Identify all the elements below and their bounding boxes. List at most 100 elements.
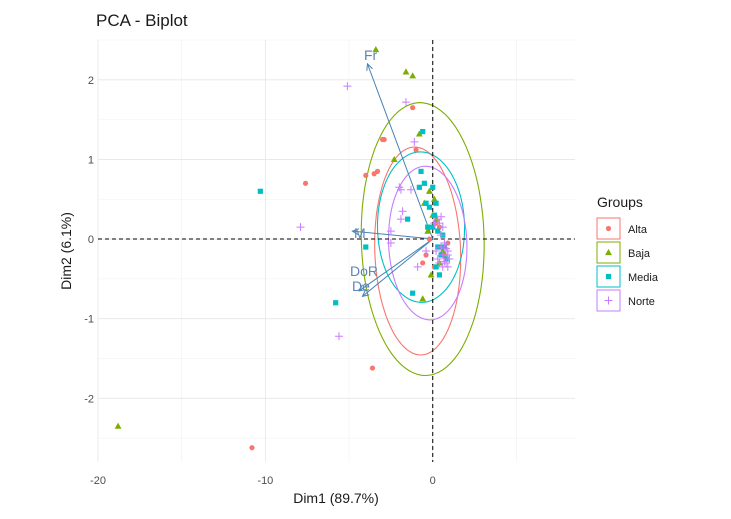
point-norte <box>442 258 451 267</box>
arrowhead-m <box>351 228 360 236</box>
point-baja <box>409 72 417 79</box>
arrowhead-fr <box>366 62 373 71</box>
grid <box>97 39 575 462</box>
point-norte <box>410 137 419 146</box>
point-baja <box>424 227 432 234</box>
legend-symbol-baja <box>605 248 612 256</box>
point-norte <box>398 207 407 216</box>
point-media <box>420 128 426 135</box>
point-alta <box>371 171 377 177</box>
point-norte <box>406 185 415 194</box>
point-norte <box>440 257 449 266</box>
point-media <box>405 216 411 222</box>
arrow-label-m: M <box>354 225 366 241</box>
point-alta <box>381 136 387 143</box>
point-norte <box>438 262 447 271</box>
point-norte <box>335 332 344 341</box>
data-points <box>114 45 454 451</box>
point-norte <box>396 185 405 194</box>
legend-symbol-norte <box>604 296 613 305</box>
arrow-label-dor: DoR <box>350 263 378 279</box>
point-baja <box>425 187 433 194</box>
legend-symbol-media <box>605 273 612 280</box>
y-tick-label: -1 <box>84 314 94 326</box>
point-norte <box>438 223 447 232</box>
point-norte <box>437 231 446 240</box>
chart-title: PCA - Biplot <box>96 11 188 30</box>
y-tick-label: -2 <box>84 393 94 405</box>
legend-symbol-alta <box>605 225 612 232</box>
point-media <box>436 272 443 278</box>
point-norte <box>396 215 405 224</box>
x-axis-title: Dim1 (89.7%) <box>293 490 379 506</box>
point-alta <box>249 445 255 451</box>
point-alta <box>369 365 376 371</box>
point-baja <box>415 130 423 137</box>
legend-label-baja: Baja <box>628 248 651 260</box>
confidence-ellipses <box>360 102 485 377</box>
x-tick-label: 0 <box>430 475 436 487</box>
point-media <box>430 224 436 230</box>
point-norte <box>437 212 446 221</box>
point-baja <box>439 247 447 254</box>
point-baja <box>390 155 398 163</box>
point-media <box>430 184 436 190</box>
point-baja <box>402 68 410 75</box>
point-norte <box>296 223 305 232</box>
point-media <box>433 200 439 206</box>
point-alta <box>363 172 369 178</box>
point-media <box>363 244 369 250</box>
ellipse-norte <box>387 165 468 321</box>
arrowhead-dor <box>358 284 367 292</box>
point-baja <box>431 195 438 202</box>
point-alta <box>302 180 309 186</box>
point-media <box>421 180 427 186</box>
point-alta <box>413 147 419 153</box>
x-tick-label: -10 <box>257 475 273 487</box>
point-baja <box>114 422 122 429</box>
point-norte <box>437 243 446 252</box>
point-media <box>433 264 439 270</box>
arrow-dor <box>358 238 434 292</box>
ellipse-baja <box>360 102 485 377</box>
legend-label-alta: Alta <box>628 224 648 236</box>
ellipse-media <box>376 151 466 303</box>
x-tick-label: -20 <box>90 475 106 487</box>
point-baja <box>372 45 380 53</box>
point-media <box>431 212 438 218</box>
point-baja <box>419 295 427 302</box>
point-media <box>410 290 416 296</box>
point-media <box>418 168 424 174</box>
point-norte <box>430 219 439 228</box>
y-axis-title: Dim2 (6.1%) <box>58 212 74 290</box>
point-media <box>333 300 339 306</box>
y-tick-label: 1 <box>88 154 94 166</box>
point-norte <box>401 98 410 107</box>
point-alta <box>420 260 426 266</box>
point-norte <box>343 82 352 91</box>
point-norte <box>445 254 454 263</box>
point-baja <box>427 271 435 278</box>
point-alta <box>410 105 416 111</box>
point-media <box>416 184 422 190</box>
legend-title: Groups <box>597 194 643 210</box>
point-media <box>425 224 431 230</box>
point-norte <box>413 262 422 271</box>
point-media <box>426 204 432 210</box>
point-media <box>257 188 263 194</box>
point-media <box>435 228 441 234</box>
point-norte <box>386 239 395 248</box>
point-norte <box>432 247 441 255</box>
point-norte <box>443 247 452 255</box>
ellipse-alta <box>374 146 462 356</box>
point-media <box>423 200 429 206</box>
y-tick-label: 2 <box>88 75 94 87</box>
legend-label-norte: Norte <box>628 296 655 308</box>
point-norte <box>433 254 442 263</box>
arrowhead-de <box>361 289 370 298</box>
point-norte <box>435 258 444 267</box>
arrow-m <box>352 230 433 240</box>
